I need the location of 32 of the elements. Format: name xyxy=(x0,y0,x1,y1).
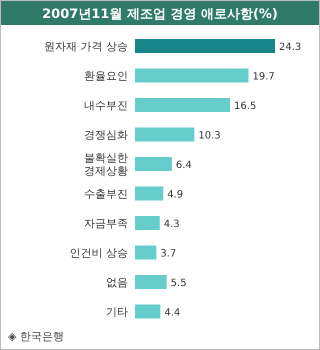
y-tick-label: 수출부진 xyxy=(84,188,128,200)
data-label: 4.9 xyxy=(167,190,184,200)
data-label: 4.3 xyxy=(164,219,180,230)
y-tick-label: 자금부족 xyxy=(84,217,128,230)
y-tick-label: 내수부진 xyxy=(84,99,128,112)
bar xyxy=(135,246,156,260)
y-tick-label: 기타 xyxy=(106,306,128,318)
text: ◈ 한국은행 xyxy=(8,330,64,343)
data-label: 10.3 xyxy=(198,130,221,142)
data-label: 5.5 xyxy=(170,278,187,289)
data-label: 24.3 xyxy=(279,42,302,53)
bar xyxy=(135,186,164,200)
data-label: 16.5 xyxy=(234,101,256,112)
bar xyxy=(135,304,160,318)
y-tick-label: 원자재 가격 상승 xyxy=(44,40,128,53)
y-tick-label: 불확실한 경제상황 xyxy=(84,152,128,178)
bar xyxy=(135,275,167,289)
bar xyxy=(135,98,230,112)
y-tick-label: 인건비 상승 xyxy=(70,246,128,260)
data-label: 4.4 xyxy=(164,308,180,318)
chart-title: 2007년11월 제조업 경영 애로사항(%) xyxy=(42,7,278,22)
data-label: 3.7 xyxy=(160,248,176,260)
bar xyxy=(135,68,248,82)
bar xyxy=(135,128,194,142)
y-tick-label: 경쟁심화 xyxy=(84,128,128,142)
data-label: 6.4 xyxy=(176,160,192,171)
data-label: 19.7 xyxy=(252,72,275,82)
y-tick-label: 환율요인 xyxy=(84,70,128,82)
y-tick-label: 없음 xyxy=(106,276,128,289)
bar xyxy=(135,39,275,53)
bar xyxy=(135,216,160,230)
bar xyxy=(135,157,172,171)
